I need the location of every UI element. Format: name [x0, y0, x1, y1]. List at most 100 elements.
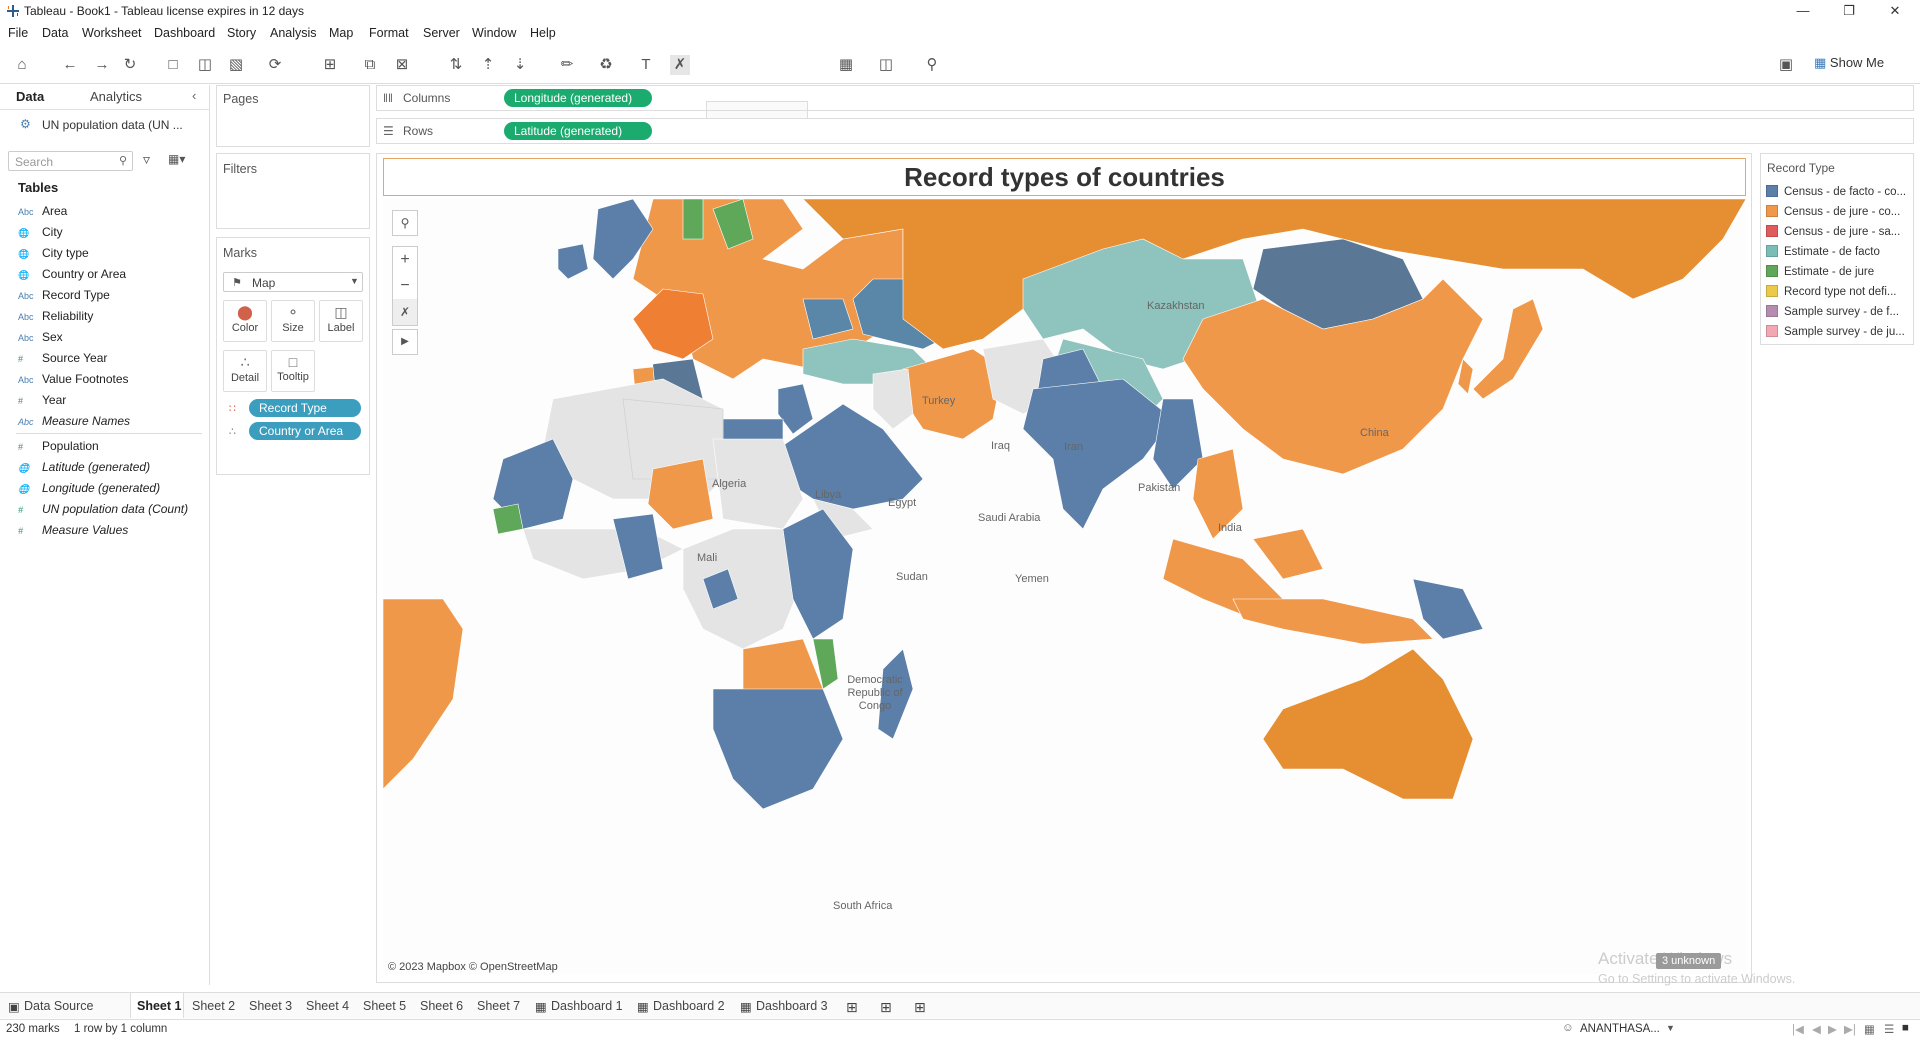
field-year[interactable]: # Year: [18, 393, 66, 413]
new-story-icon[interactable]: ⊞: [914, 999, 926, 1015]
tab-dashboard-2[interactable]: Dashboard 2: [653, 999, 725, 1013]
tooltip-format-icon[interactable]: ▣: [1778, 56, 1794, 73]
field-record-type[interactable]: Abc Record Type: [18, 288, 110, 308]
legend-item[interactable]: Sample survey - de ju...: [1766, 325, 1905, 343]
save-icon[interactable]: □: [168, 56, 178, 73]
legend-item[interactable]: Estimate - de jure: [1766, 265, 1874, 283]
new-worksheet-icon[interactable]: ⊞: [323, 56, 337, 73]
zoom-in-icon[interactable]: +: [400, 251, 410, 268]
expand-toolbar-icon[interactable]: ▶: [392, 329, 418, 355]
new-datasource-icon[interactable]: ◫: [197, 56, 213, 73]
sort-descending-icon[interactable]: ⇣: [513, 56, 527, 73]
tooltip-button[interactable]: □ Tooltip: [271, 350, 315, 392]
duplicate-icon[interactable]: ⧉: [364, 56, 376, 73]
show-cards-icon[interactable]: ▦: [838, 56, 854, 73]
clear-sheet-icon[interactable]: ⊠: [395, 56, 409, 73]
swap-icon[interactable]: ⇅: [449, 56, 463, 73]
legend-item[interactable]: Estimate - de facto: [1766, 245, 1880, 263]
legend-item[interactable]: Record type not defi...: [1766, 285, 1897, 303]
redo-icon[interactable]: →: [94, 56, 110, 73]
reset-map-icon[interactable]: ✗: [393, 299, 417, 325]
show-me-button[interactable]: ▦ Show Me: [1814, 55, 1914, 75]
collapse-pane-icon[interactable]: ‹: [192, 88, 197, 103]
menu-format[interactable]: Format: [369, 26, 409, 40]
tab-sheet-6[interactable]: Sheet 6: [420, 999, 464, 1013]
menu-data[interactable]: Data: [42, 26, 69, 40]
first-page-icon[interactable]: |◀: [1792, 1024, 1804, 1036]
zoom-out-icon[interactable]: −: [400, 277, 410, 294]
new-worksheet-icon[interactable]: ⊞: [846, 999, 858, 1015]
map-search-icon[interactable]: ⚲: [392, 210, 418, 236]
field-reliability[interactable]: Abc Reliability: [18, 309, 93, 329]
filmstrip-view-icon[interactable]: ■: [1902, 1022, 1909, 1034]
user-name[interactable]: ANANTHASA...: [1580, 1023, 1660, 1035]
filters-card[interactable]: Filters: [216, 153, 370, 229]
menu-file[interactable]: File: [8, 26, 29, 40]
tab-analytics[interactable]: Analytics: [90, 89, 143, 104]
field-city-type[interactable]: 🌐 City type: [18, 246, 89, 266]
field-count[interactable]: # UN population data (Count): [18, 502, 188, 522]
home-icon[interactable]: ⌂: [17, 56, 27, 73]
view-title-box[interactable]: Record types of countries: [383, 158, 1746, 196]
menu-analysis[interactable]: Analysis: [270, 26, 317, 40]
menu-map[interactable]: Map: [329, 26, 354, 40]
close-button[interactable]: ✕: [1889, 3, 1901, 18]
field-latitude-generated[interactable]: 🌐 Latitude (generated): [18, 460, 150, 480]
sort-ascending-icon[interactable]: ⇡: [481, 56, 495, 73]
label-icon[interactable]: T: [641, 56, 651, 73]
tab-data-source[interactable]: Data Source: [24, 999, 94, 1013]
longitude-pill[interactable]: Longitude (generated): [504, 89, 652, 107]
menu-dashboard[interactable]: Dashboard: [154, 26, 216, 40]
unknown-badge[interactable]: 3 unknown: [1656, 953, 1722, 969]
map-attribution[interactable]: © 2023 Mapbox © OpenStreetMap: [388, 961, 558, 973]
menu-story[interactable]: Story: [227, 26, 257, 40]
fix-axes-icon[interactable]: ✗: [670, 55, 690, 75]
tab-dashboard-1[interactable]: Dashboard 1: [551, 999, 623, 1013]
field-longitude-generated[interactable]: 🌐 Longitude (generated): [18, 481, 160, 501]
field-source-year[interactable]: # Source Year: [18, 351, 107, 371]
field-city[interactable]: 🌐 City: [18, 225, 63, 245]
field-country-or-area[interactable]: 🌐 Country or Area: [18, 267, 126, 287]
menu-help[interactable]: Help: [530, 26, 556, 40]
field-population[interactable]: # Population: [18, 439, 99, 459]
group-icon[interactable]: ♻: [599, 56, 613, 73]
replay-icon[interactable]: ↻: [123, 56, 137, 73]
legend-item[interactable]: Census - de jure - sa...: [1766, 225, 1900, 243]
user-dropdown-icon[interactable]: ▼: [1666, 1023, 1675, 1033]
undo-icon[interactable]: ←: [62, 56, 78, 73]
grid-view-icon[interactable]: ▦: [1864, 1024, 1875, 1036]
pause-updates-icon[interactable]: ▧: [228, 56, 244, 73]
label-button[interactable]: ◫ Label: [319, 300, 363, 342]
minimize-button[interactable]: —: [1796, 3, 1810, 18]
map-canvas[interactable]: [383, 199, 1746, 974]
color-button[interactable]: ⬤ Color: [223, 300, 267, 342]
latitude-pill[interactable]: Latitude (generated): [504, 122, 652, 140]
share-icon[interactable]: ⚲: [926, 56, 938, 73]
record-type-pill[interactable]: Record Type: [249, 399, 361, 417]
tab-sheet-5[interactable]: Sheet 5: [363, 999, 407, 1013]
new-dashboard-icon[interactable]: ⊞: [880, 999, 892, 1015]
tab-sheet-7[interactable]: Sheet 7: [477, 999, 521, 1013]
field-sex[interactable]: Abc Sex: [18, 330, 63, 350]
tab-data[interactable]: Data: [16, 89, 45, 104]
filter-icon[interactable]: ▿: [143, 151, 151, 167]
list-view-icon[interactable]: ☰: [1884, 1024, 1895, 1036]
pages-card[interactable]: Pages: [216, 85, 370, 147]
columns-shelf[interactable]: ‖‖ Columns Longitude (generated): [376, 85, 1914, 111]
detail-button[interactable]: ∴ Detail: [223, 350, 267, 392]
presentation-icon[interactable]: ◫: [878, 56, 894, 73]
search-input[interactable]: Search ⚲: [8, 151, 133, 171]
tab-sheet-2[interactable]: Sheet 2: [192, 999, 236, 1013]
tab-dashboard-3[interactable]: Dashboard 3: [756, 999, 828, 1013]
tab-sheet-1[interactable]: Sheet 1: [137, 999, 182, 1013]
field-measure-names[interactable]: Abc Measure Names: [18, 414, 130, 434]
datasource-name[interactable]: UN population data (UN ...: [42, 118, 183, 132]
last-page-icon[interactable]: ▶|: [1844, 1024, 1856, 1036]
menu-worksheet[interactable]: Worksheet: [82, 26, 142, 40]
rows-shelf[interactable]: ☰ Rows Latitude (generated): [376, 118, 1914, 144]
tab-sheet-3[interactable]: Sheet 3: [249, 999, 293, 1013]
legend-item[interactable]: Census - de jure - co...: [1766, 205, 1900, 223]
size-button[interactable]: ⚬ Size: [271, 300, 315, 342]
view-options-icon[interactable]: ▦▾: [168, 152, 186, 166]
field-measure-values[interactable]: # Measure Values: [18, 523, 128, 543]
